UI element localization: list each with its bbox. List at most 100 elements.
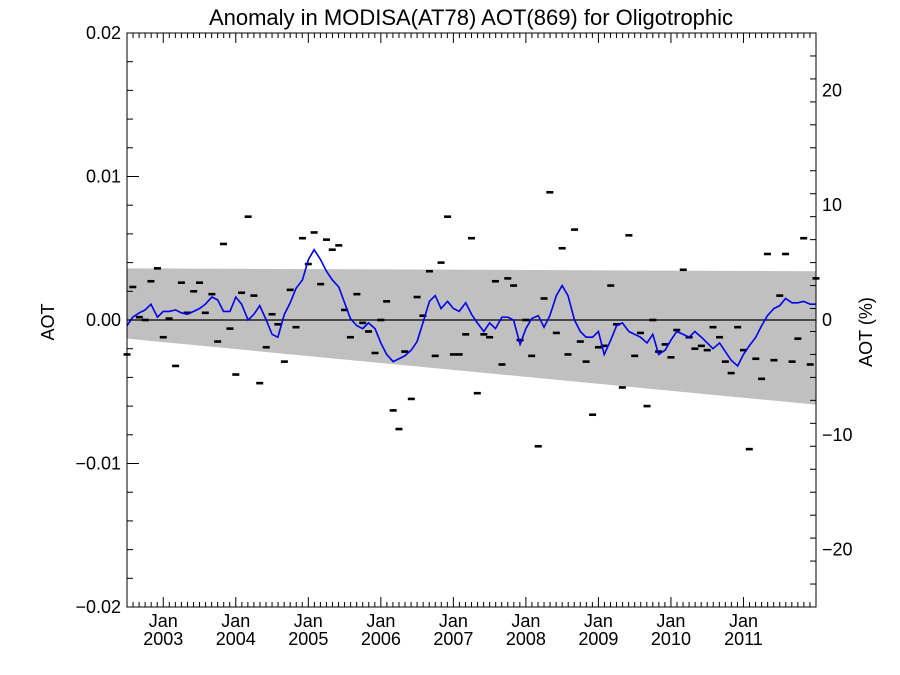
- y-tick-label: −0.01: [75, 454, 121, 474]
- data-point: [172, 364, 180, 368]
- data-point: [135, 315, 143, 319]
- data-point: [407, 397, 415, 401]
- data-point: [758, 377, 766, 381]
- data-point: [232, 373, 240, 376]
- data-point: [480, 333, 488, 336]
- data-point: [141, 318, 149, 322]
- data-point: [745, 447, 753, 451]
- data-point: [425, 269, 433, 273]
- data-point: [636, 331, 644, 335]
- data-point: [208, 292, 216, 296]
- data-point: [462, 333, 470, 336]
- y2-tick-label: 0: [822, 310, 832, 330]
- data-point: [280, 360, 288, 363]
- y2-axis-label: AOT (%): [856, 297, 876, 367]
- data-point: [546, 190, 554, 194]
- data-point: [625, 234, 633, 237]
- data-point: [800, 236, 808, 240]
- x-tick-label-year: 2011: [724, 629, 763, 649]
- data-point: [589, 413, 597, 417]
- data-point: [165, 317, 173, 320]
- data-point: [250, 294, 258, 297]
- data-point: [582, 360, 590, 363]
- data-point: [346, 335, 354, 339]
- data-point: [649, 318, 657, 322]
- y-tick-label: 0.01: [86, 167, 121, 187]
- y2-axis-ticks: 20 10 0 −10 −20: [810, 32, 853, 608]
- data-point: [129, 285, 137, 289]
- data-point: [196, 281, 204, 284]
- y2-tick-label: 10: [822, 195, 842, 215]
- data-point: [510, 284, 518, 287]
- data-point: [607, 284, 615, 287]
- data-point: [353, 292, 361, 296]
- data-point: [739, 348, 747, 352]
- data-point: [613, 323, 621, 326]
- x-tick-label-year: 2008: [506, 629, 546, 649]
- data-point: [691, 347, 699, 350]
- x-tick-label-year: 2005: [288, 629, 328, 649]
- data-point: [794, 337, 802, 340]
- data-point: [371, 351, 379, 355]
- plot-area: [123, 32, 820, 608]
- data-point: [558, 246, 566, 250]
- data-point: [498, 363, 506, 366]
- data-point: [286, 288, 294, 292]
- x-tick-label-month: Jan: [439, 611, 468, 631]
- data-point: [776, 294, 784, 297]
- data-point: [522, 318, 530, 322]
- data-point: [268, 312, 276, 316]
- data-point: [534, 444, 542, 448]
- y-tick-label: 0.02: [86, 23, 121, 43]
- data-point: [782, 252, 790, 256]
- chart-title: Anomaly in MODISA(AT78) AOT(869) for Oli…: [209, 5, 733, 30]
- data-point: [219, 242, 227, 246]
- data-point: [431, 354, 439, 358]
- data-point: [153, 267, 161, 270]
- data-point: [310, 231, 318, 234]
- data-point: [788, 360, 796, 363]
- data-point: [413, 295, 421, 299]
- data-point: [226, 327, 234, 330]
- x-tick-label-year: 2007: [433, 629, 473, 649]
- x-tick-label-month: Jan: [294, 611, 323, 631]
- data-point: [401, 350, 409, 353]
- data-point: [673, 328, 681, 332]
- y-tick-label: −0.02: [75, 597, 121, 617]
- data-point: [570, 228, 578, 231]
- data-point: [437, 261, 445, 264]
- uncertainty-band: [127, 268, 816, 405]
- data-points: [123, 190, 820, 451]
- data-point: [697, 344, 705, 348]
- data-point: [709, 325, 717, 329]
- x-tick-label-month: Jan: [366, 611, 395, 631]
- data-point: [274, 323, 282, 326]
- x-axis-ticks: Jan2003Jan2004Jan2005Jan2006Jan2007Jan20…: [126, 33, 817, 649]
- data-point: [486, 335, 494, 339]
- data-point: [244, 215, 252, 218]
- x-tick-label-month: Jan: [511, 611, 540, 631]
- data-point: [328, 248, 336, 251]
- data-point: [806, 363, 814, 366]
- data-point: [770, 358, 778, 362]
- data-point: [721, 360, 729, 363]
- data-point: [317, 282, 325, 286]
- data-point: [491, 279, 499, 283]
- data-point: [335, 244, 343, 247]
- data-point: [304, 262, 312, 266]
- data-point: [504, 277, 512, 280]
- data-point: [473, 391, 481, 395]
- data-point: [703, 348, 711, 352]
- x-tick-label-month: Jan: [149, 611, 178, 631]
- data-point: [667, 356, 675, 359]
- data-point: [716, 335, 724, 339]
- y-axis-label: AOT: [38, 303, 58, 340]
- data-point: [734, 325, 742, 329]
- data-point: [389, 409, 397, 412]
- data-point: [395, 427, 403, 431]
- data-point: [444, 215, 452, 218]
- data-point: [292, 325, 300, 329]
- y-axis-ticks: 0.02 0.01 0.00 −0.01 −0.02: [75, 23, 139, 617]
- x-tick-label-year: 2006: [361, 629, 401, 649]
- data-point: [600, 344, 608, 348]
